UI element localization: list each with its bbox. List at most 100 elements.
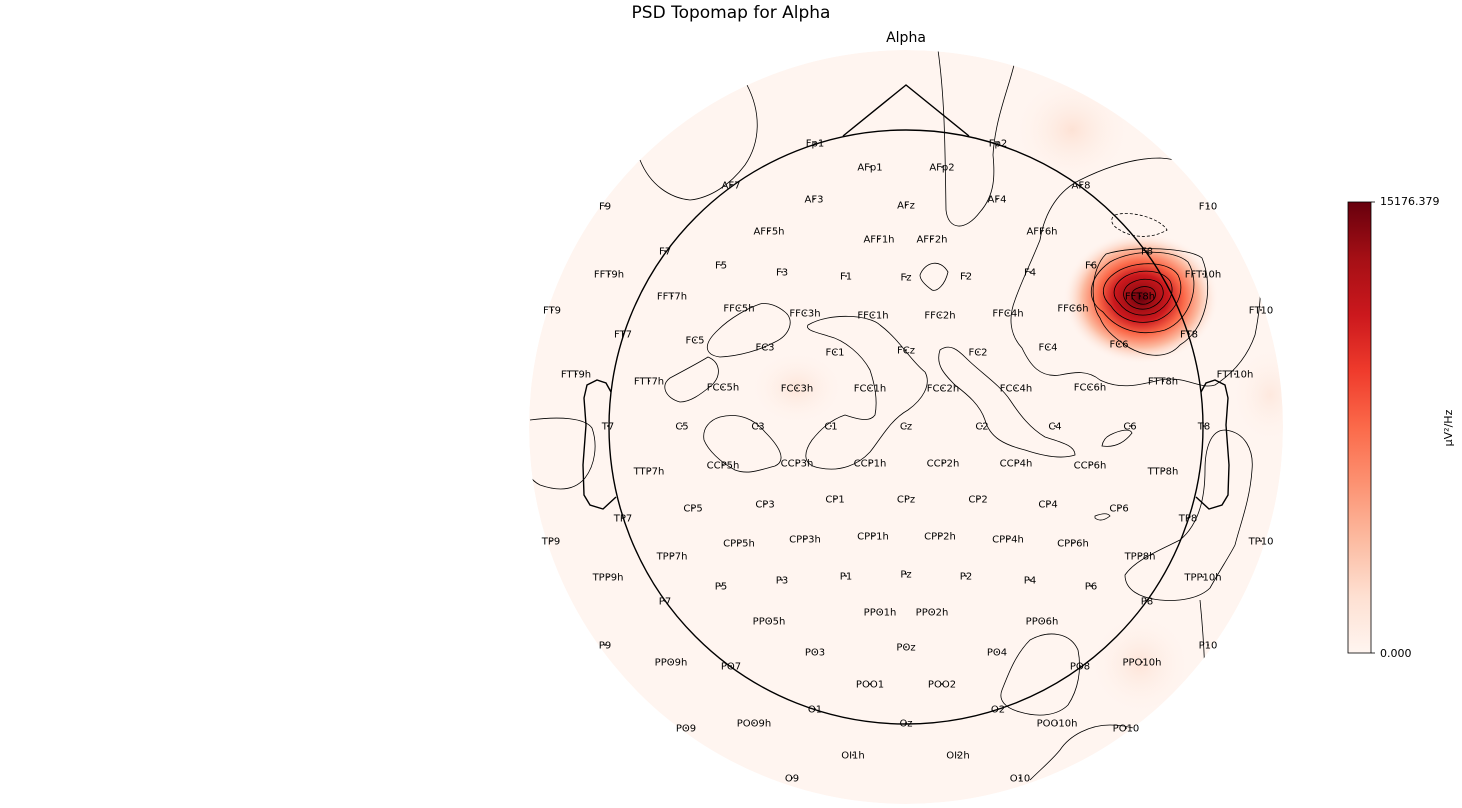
electrode-label: F9 — [599, 202, 611, 213]
electrode-marker — [730, 184, 732, 186]
electrode-label: P5 — [715, 582, 727, 593]
electrode-label: F3 — [776, 268, 788, 279]
electrode-marker — [996, 651, 998, 653]
electrode-label: TP10 — [1248, 537, 1274, 548]
electrode-label: C3 — [751, 422, 764, 433]
topomap-field — [529, 50, 1283, 804]
electrode-marker — [931, 238, 933, 240]
electrode-label: OI1h — [841, 751, 865, 762]
electrode-marker — [939, 314, 941, 316]
electrode-marker — [878, 238, 880, 240]
electrode-marker — [1041, 230, 1043, 232]
electrode-marker — [1007, 312, 1009, 314]
electrode-label: CPz — [897, 495, 915, 506]
electrode-marker — [869, 683, 871, 685]
electrode-label: FT8 — [1180, 330, 1198, 341]
electrode-label: POz — [896, 643, 915, 654]
electrode-marker — [692, 507, 694, 509]
electrode-marker — [905, 573, 907, 575]
figure-title: PSD Topomap for Alpha — [632, 3, 831, 23]
electrode-marker — [1015, 387, 1017, 389]
electrode-marker — [869, 387, 871, 389]
electrode-label: CP6 — [1109, 504, 1128, 515]
electrode-label: CP2 — [968, 495, 987, 506]
electrode-label: O10 — [1010, 774, 1031, 785]
electrode-marker — [1162, 380, 1164, 382]
electrode-marker — [550, 540, 552, 542]
electrode-marker — [834, 351, 836, 353]
electrode-marker — [872, 535, 874, 537]
electrode-label: FT9 — [543, 306, 561, 317]
electrode-marker — [965, 575, 967, 577]
electrode-marker — [1188, 333, 1190, 335]
electrode-marker — [622, 517, 624, 519]
electrode-marker — [1015, 462, 1017, 464]
electrode-marker — [1139, 555, 1141, 557]
electrode-marker — [685, 727, 687, 729]
electrode-label: F1 — [840, 272, 852, 283]
electrode-label: C1 — [824, 422, 837, 433]
nose-outline — [842, 84, 970, 137]
electrode-marker — [852, 754, 854, 756]
electrode-marker — [905, 646, 907, 648]
electrode-label: PO3 — [805, 648, 825, 659]
electrode-marker — [671, 555, 673, 557]
electrode-label: FCC6h — [1074, 383, 1106, 394]
electrode-label: FC5 — [685, 336, 704, 347]
electrode-label: TPP7h — [656, 552, 688, 563]
electrode-label: CP1 — [825, 495, 844, 506]
electrode-label: Fp2 — [989, 139, 1007, 150]
electrode-marker — [813, 198, 815, 200]
electrode-marker — [1141, 661, 1143, 663]
electrode-label: TPP10h — [1183, 573, 1221, 584]
electrode-marker — [1089, 464, 1091, 466]
electrode-marker — [681, 425, 683, 427]
electrode-label: PO8 — [1070, 662, 1090, 673]
electrode-marker — [607, 576, 609, 578]
electrode-marker — [608, 273, 610, 275]
electrode-label: PO9 — [676, 724, 696, 735]
electrode-marker — [1260, 309, 1262, 311]
head-circle — [608, 129, 1204, 725]
electrode-marker — [1072, 542, 1074, 544]
electrode-label: CP3 — [755, 500, 774, 511]
electrode-label: FFT10h — [1185, 270, 1222, 281]
electrode-label: C5 — [675, 422, 688, 433]
electrode-marker — [1146, 250, 1148, 252]
electrode-label: PO4 — [987, 648, 1007, 659]
electrode-label: Cz — [900, 422, 912, 433]
electrode-marker — [1234, 373, 1236, 375]
electrode-marker — [814, 142, 816, 144]
electrode-marker — [738, 307, 740, 309]
electrode-marker — [879, 611, 881, 613]
electrode-marker — [1007, 538, 1009, 540]
electrode-marker — [939, 535, 941, 537]
subplot-title: Alpha — [886, 30, 926, 46]
electrode-label: CCP4h — [1000, 459, 1033, 470]
electrode-marker — [1129, 425, 1131, 427]
electrode-marker — [768, 620, 770, 622]
electrode-label: CCP3h — [781, 459, 814, 470]
electrode-marker — [694, 339, 696, 341]
electrode-label: FFC1h — [857, 311, 888, 322]
electrode-marker — [942, 462, 944, 464]
electrode-marker — [872, 314, 874, 316]
colorbar-unit-label: µV²/Hz — [1442, 409, 1455, 446]
electrode-label: AFF1h — [863, 235, 894, 246]
electrode-label: AFp2 — [929, 163, 954, 174]
electrode-marker — [670, 661, 672, 663]
electrode-marker — [1090, 585, 1092, 587]
electrode-marker — [1080, 184, 1082, 186]
electrode-marker — [931, 611, 933, 613]
electrode-marker — [905, 722, 907, 724]
electrode-marker — [845, 275, 847, 277]
electrode-label: CPP2h — [924, 532, 956, 543]
electrode-label: P1 — [840, 572, 852, 583]
electrode-label: FFT9h — [594, 270, 624, 281]
electrode-marker — [720, 585, 722, 587]
electrode-label: O2 — [991, 705, 1005, 716]
electrode-label: PPO10h — [1123, 658, 1162, 669]
electrode-label: AF3 — [805, 195, 824, 206]
electrode-marker — [753, 722, 755, 724]
